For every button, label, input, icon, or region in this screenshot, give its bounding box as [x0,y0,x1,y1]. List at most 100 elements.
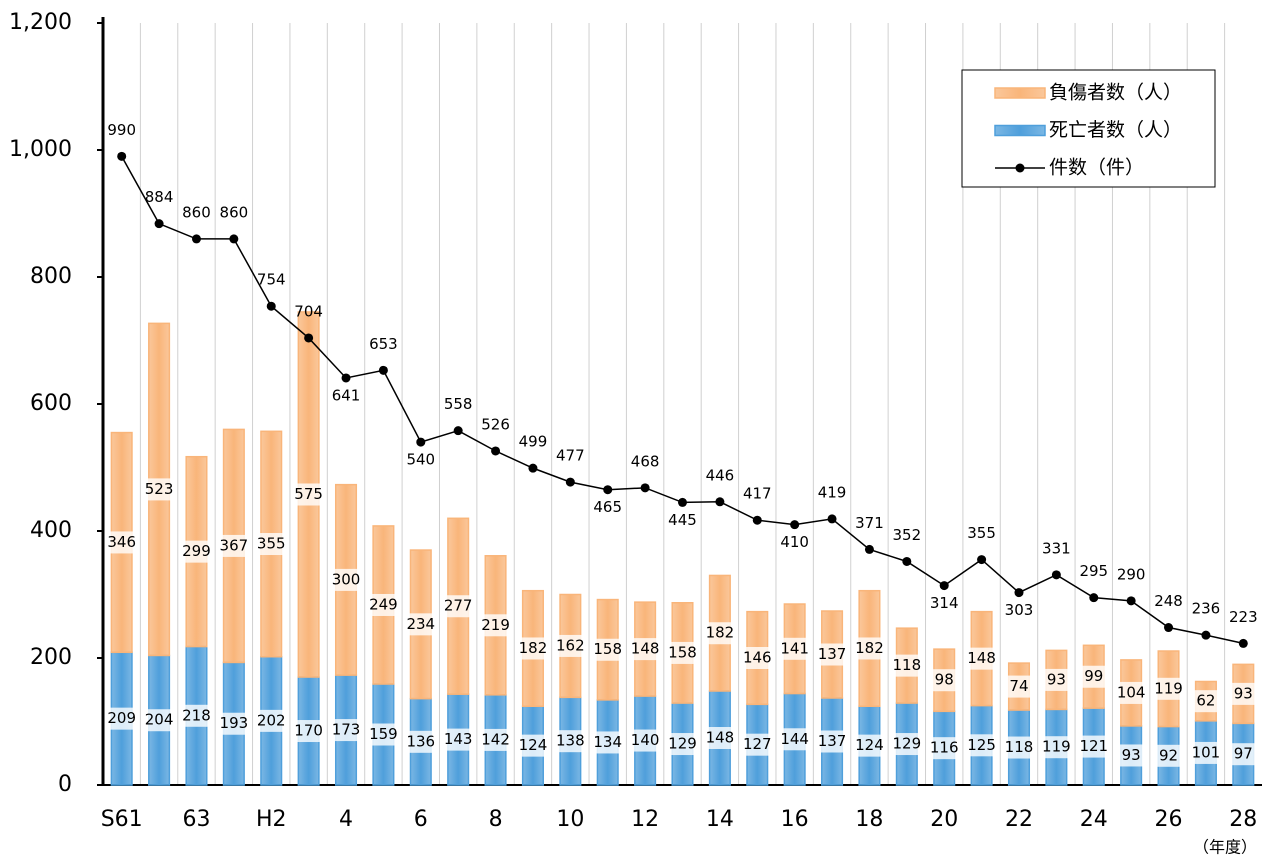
point [1051,570,1061,580]
point [715,497,725,507]
data-label: 468 [631,452,660,470]
data-label: 499 [519,433,548,451]
data-label: 118 [893,656,922,674]
data-label: 129 [893,735,922,753]
label-bg [590,731,625,754]
data-label: 127 [743,735,772,753]
point [1126,596,1136,606]
data-label: 138 [556,732,585,750]
label-bg [815,643,850,666]
data-label: 219 [481,616,510,634]
y-tick-label: 400 [30,518,72,543]
data-label: 159 [369,725,398,743]
point [304,333,314,343]
data-label: 101 [1192,743,1221,761]
data-label: 121 [1079,737,1108,755]
data-label: 134 [593,733,622,751]
label-bg [964,734,999,757]
data-label: 93 [1234,684,1253,702]
label-bg [179,540,214,563]
point [1014,588,1024,598]
data-label: 465 [593,498,622,516]
point [378,365,388,375]
data-label: 137 [818,645,847,663]
data-label: 148 [631,640,660,658]
data-label: 558 [444,395,473,413]
point [416,437,426,447]
x-tick-label: 18 [855,807,883,832]
data-label: 477 [556,447,585,465]
point [341,373,351,383]
label-bg [216,712,251,735]
label-bg [665,641,700,664]
data-label: 218 [182,706,211,724]
data-label: 209 [107,709,136,727]
data-label: 249 [369,595,398,613]
label-bg [889,654,924,677]
y-tick-label: 0 [58,772,72,797]
point [1238,638,1248,648]
data-label: 92 [1159,746,1178,764]
x-tick-label: 63 [182,807,210,832]
y-tick-label: 1,200 [9,10,72,35]
data-label: 124 [519,736,548,754]
point [1089,593,1099,603]
label-bg [665,733,700,756]
point [1201,630,1211,640]
label-bg [1039,736,1074,759]
x-unit-label: （年度） [1193,838,1257,857]
x-tick-label: 10 [556,807,584,832]
data-label: 352 [893,526,922,544]
label-bg [740,733,775,756]
point [1164,623,1174,633]
data-label: 182 [706,624,735,642]
label-bg [852,734,887,757]
legend-swatch [1015,163,1025,173]
label-bg [403,730,438,753]
x-tick-label: 8 [489,807,503,832]
data-label: 162 [556,636,585,654]
y-tick-label: 600 [30,391,72,416]
label-bg [1114,744,1149,767]
point [752,515,762,525]
point [453,426,463,436]
x-tick-label: 4 [339,807,353,832]
point [790,520,800,530]
label-bg [1076,665,1111,688]
x-tick-label: 22 [1005,807,1033,832]
label-bg [1151,677,1186,700]
data-label: 182 [855,639,884,657]
data-label: 125 [967,736,996,754]
x-tick-label: H2 [256,807,287,832]
label-bg [1076,735,1111,758]
label-bg [478,614,513,637]
label-bg [104,531,139,554]
point [266,301,276,311]
x-tick-label: 12 [631,807,659,832]
data-label: 419 [818,483,847,501]
data-label: 182 [519,639,548,657]
point [640,483,650,493]
data-label: 295 [1079,562,1108,580]
data-label: 355 [257,535,286,553]
data-label: 74 [1009,677,1028,695]
data-label: 704 [294,302,323,320]
data-label: 158 [668,643,697,661]
data-label: 234 [406,615,435,633]
data-label: 223 [1229,608,1258,626]
x-tick-label: 24 [1080,807,1108,832]
label-bg [291,720,326,743]
data-label: 446 [706,466,735,484]
y-tick-label: 1,000 [9,137,72,162]
data-label: 142 [481,730,510,748]
data-label: 277 [444,597,473,615]
data-label: 193 [220,714,249,732]
label-bg [927,669,962,692]
label-bg [142,709,177,732]
data-label: 119 [1154,679,1183,697]
data-label: 300 [332,570,361,588]
x-tick-label: 14 [706,807,734,832]
legend-label: 件数（件） [1049,157,1144,179]
legend-swatch [994,87,1046,99]
label-bg [815,730,850,753]
